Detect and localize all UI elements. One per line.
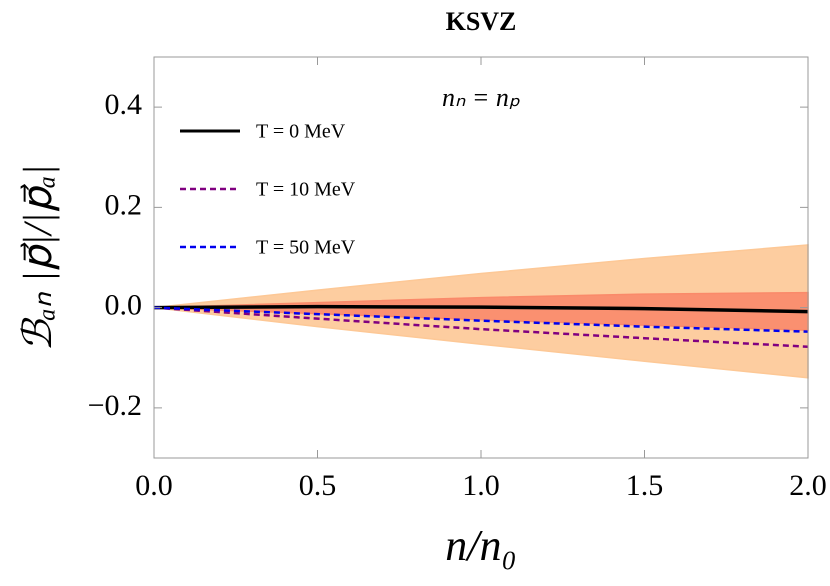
y-tick-label: 0.4 (105, 88, 143, 121)
legend-label: T = 50 MeV (256, 237, 356, 259)
x-tick-label: 0.5 (299, 469, 337, 502)
y-tick-label: 0.2 (105, 188, 143, 221)
legend-label: T = 10 MeV (256, 179, 356, 201)
y-axis-label: ℬₐₙ |p⃗|/|p⃗ₐ| (15, 165, 60, 352)
series-line (153, 306, 809, 333)
x-tick-label: 2.0 (789, 469, 827, 502)
annotation: nₙ = nₚ (442, 83, 520, 112)
y-tick-label: −0.2 (88, 389, 142, 422)
x-axis-label: n/n₀ (445, 521, 517, 570)
y-tick-label: 0.0 (105, 289, 143, 322)
legend-label: T = 0 MeV (256, 121, 346, 143)
x-tick-label: 1.0 (462, 469, 500, 502)
chart-title: KSVZ (446, 7, 517, 36)
series-line (153, 304, 809, 314)
x-tick-label: 0.0 (135, 469, 173, 502)
x-tick-label: 1.5 (626, 469, 664, 502)
